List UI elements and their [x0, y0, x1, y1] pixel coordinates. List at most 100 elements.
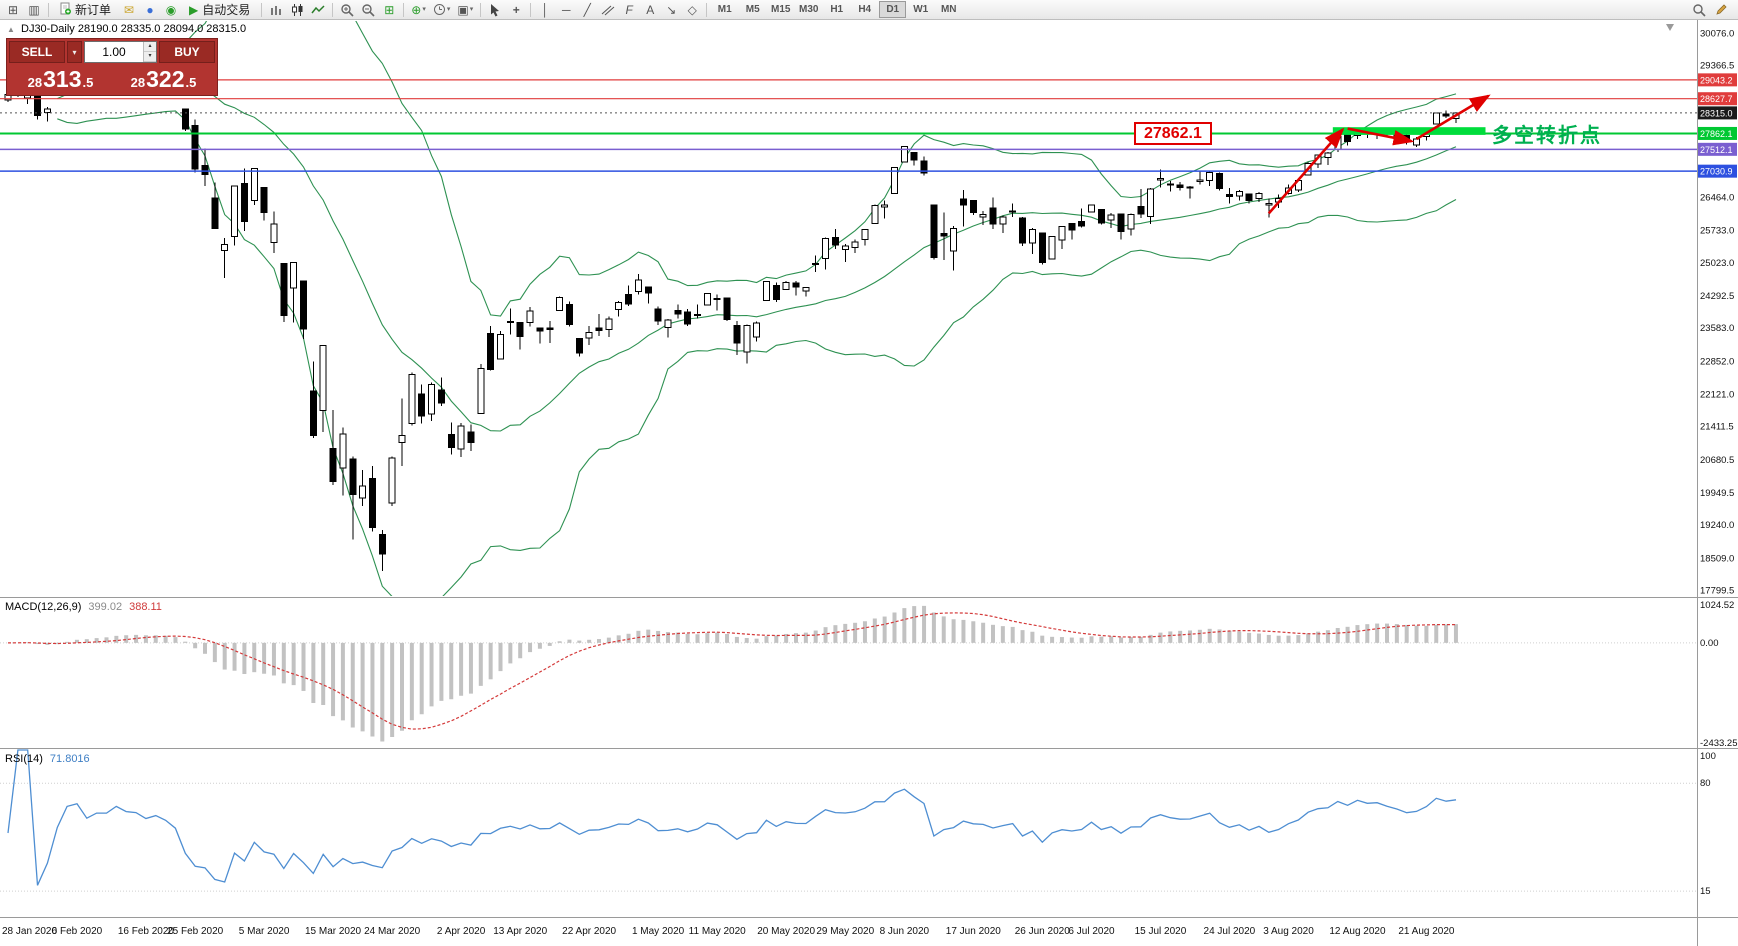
new-order-button[interactable]: 新订单	[53, 1, 118, 19]
trend-arrow[interactable]	[1267, 127, 1345, 215]
fibonacci-tool-icon[interactable]: F	[625, 2, 633, 17]
buy-button[interactable]: BUY	[159, 41, 215, 63]
sell-price: 28 313.5	[9, 63, 112, 95]
sell-price-suffix: .5	[82, 75, 94, 90]
buy-price-prefix: 28	[130, 75, 146, 90]
volume-decrease-button[interactable]: ▾	[144, 52, 156, 62]
rsi-name: RSI(14)	[5, 753, 43, 765]
timeframe-m5[interactable]: M5	[745, 4, 760, 15]
community-icon[interactable]: ●	[146, 2, 154, 17]
rsi-value: 71.8016	[49, 753, 90, 765]
indicators-button[interactable]: ⊕ ▾	[411, 2, 426, 17]
bar-chart-icon[interactable]	[266, 1, 286, 19]
timeframe-m30[interactable]: M30	[798, 4, 819, 15]
candlestick-chart-icon[interactable]	[287, 1, 307, 19]
channel-tool-icon[interactable]	[598, 1, 618, 19]
chevron-down-icon: ▾	[422, 6, 426, 13]
main-chart-area[interactable]	[0, 0, 1697, 606]
autotrading-label: 自动交易	[202, 2, 251, 17]
svg-text:25733.0: 25733.0	[1700, 226, 1734, 237]
svg-text:12 Aug 2020: 12 Aug 2020	[1329, 926, 1386, 937]
svg-text:6 Feb 2020: 6 Feb 2020	[52, 926, 103, 937]
chart-shift-marker[interactable]	[1666, 24, 1674, 31]
svg-text:25 Feb 2020: 25 Feb 2020	[167, 926, 224, 937]
bollinger-band[interactable]	[57, 77, 1457, 432]
svg-text:1 May 2020: 1 May 2020	[632, 926, 685, 937]
order-type-dropdown[interactable]: ▾	[67, 41, 82, 63]
toolbar-separator	[332, 2, 334, 17]
timeframe-h1[interactable]: H1	[830, 4, 844, 15]
text-tool-icon[interactable]: A	[646, 2, 655, 17]
macd-main-value: 399.02	[88, 601, 123, 613]
svg-text:100: 100	[1700, 751, 1716, 762]
one-click-toggle-icon[interactable]: ▲	[7, 25, 15, 34]
trendline-tool-icon[interactable]: ╱	[583, 2, 591, 17]
bollinger-band[interactable]	[57, 110, 1457, 606]
arrows-tool-icon[interactable]: ↘	[666, 2, 677, 17]
cursor-icon[interactable]	[485, 1, 505, 19]
timeframe-d1[interactable]: D1	[879, 1, 907, 18]
svg-text:20680.5: 20680.5	[1700, 455, 1734, 466]
new-chart-icon[interactable]: ⊞	[7, 2, 19, 17]
svg-text:8 Jun 2020: 8 Jun 2020	[880, 926, 930, 937]
toolbar-separator	[480, 2, 482, 17]
toolbar-separator	[403, 2, 405, 17]
svg-text:29 May 2020: 29 May 2020	[816, 926, 874, 937]
timeframe-h4[interactable]: H4	[858, 4, 872, 15]
svg-text:24 Jul 2020: 24 Jul 2020	[1204, 926, 1256, 937]
timeframe-m1[interactable]: M1	[717, 4, 732, 15]
rsi-line	[7, 749, 1457, 886]
search-icon[interactable]	[1689, 1, 1709, 19]
tile-windows-icon[interactable]: ⊞	[384, 2, 395, 17]
volume-field[interactable]: 1.00 ▴ ▾	[84, 41, 157, 63]
rsi-axis: 100 80 15	[1700, 751, 1716, 897]
price-axis[interactable]: 30076.0 29366.5 26464.0 25733.0 25023.0 24292…	[1698, 29, 1737, 597]
sell-button[interactable]: SELL	[9, 41, 65, 63]
macd-signal-line	[7, 612, 1456, 730]
mailbox-icon[interactable]: ✉	[123, 2, 135, 17]
trend-arrow[interactable]	[1347, 127, 1415, 146]
svg-text:17 Jun 2020: 17 Jun 2020	[946, 926, 1001, 937]
macd-axis: 1024.52 0.00 -2433.25	[1700, 600, 1738, 749]
svg-text:28315.0: 28315.0	[1700, 108, 1733, 118]
volume-increase-button[interactable]: ▴	[144, 42, 156, 52]
draw-icon[interactable]	[1711, 1, 1731, 19]
svg-text:18509.0: 18509.0	[1700, 553, 1734, 564]
market-icon[interactable]: ◉	[165, 2, 177, 17]
zoom-in-icon[interactable]	[337, 1, 357, 19]
zoom-out-icon[interactable]	[358, 1, 378, 19]
templates-button[interactable]: ▣ ▾	[457, 2, 474, 17]
symbol-ohlc-info: DJ30-Daily 28190.0 28335.0 28094.0 28315…	[21, 23, 247, 35]
svg-text:27512.1: 27512.1	[1700, 145, 1733, 155]
bollinger-band[interactable]	[56, 0, 1457, 317]
svg-text:26464.0: 26464.0	[1700, 192, 1734, 203]
timeframe-mn[interactable]: MN	[940, 4, 957, 15]
price-badge	[1698, 92, 1737, 106]
line-chart-icon[interactable]	[308, 1, 328, 19]
svg-text:11 May 2020: 11 May 2020	[689, 926, 747, 937]
autotrading-button[interactable]: ▶ 自动交易	[182, 1, 257, 19]
svg-text:25023.0: 25023.0	[1700, 258, 1734, 269]
periods-button[interactable]: ▾	[430, 1, 454, 19]
chevron-down-icon: ▾	[469, 6, 474, 13]
play-icon: ▶	[189, 2, 199, 17]
crosshair-icon[interactable]: +	[512, 2, 520, 17]
profiles-icon[interactable]: ▥	[28, 2, 40, 17]
turning-point-label[interactable]: 多空转折点	[1492, 125, 1602, 147]
price-badge	[1698, 164, 1737, 178]
timeframe-m15[interactable]: M15	[770, 4, 791, 15]
vertical-line-tool-icon[interactable]: │	[541, 2, 549, 17]
shapes-tool-icon[interactable]: ◇	[687, 2, 697, 17]
chevron-down-icon: ▾	[446, 6, 451, 13]
price-annotation-box[interactable]: 27862.1	[1134, 122, 1212, 145]
toolbar-separator	[530, 2, 532, 17]
svg-text:22852.0: 22852.0	[1700, 356, 1734, 367]
timeframe-w1[interactable]: W1	[913, 4, 929, 15]
svg-text:13 Apr 2020: 13 Apr 2020	[493, 926, 547, 937]
trend-arrow[interactable]	[1415, 94, 1491, 141]
buy-price-suffix: .5	[185, 75, 197, 90]
horizontal-line-tool-icon[interactable]: ─	[561, 2, 571, 17]
svg-text:6 Jul 2020: 6 Jul 2020	[1068, 926, 1115, 937]
